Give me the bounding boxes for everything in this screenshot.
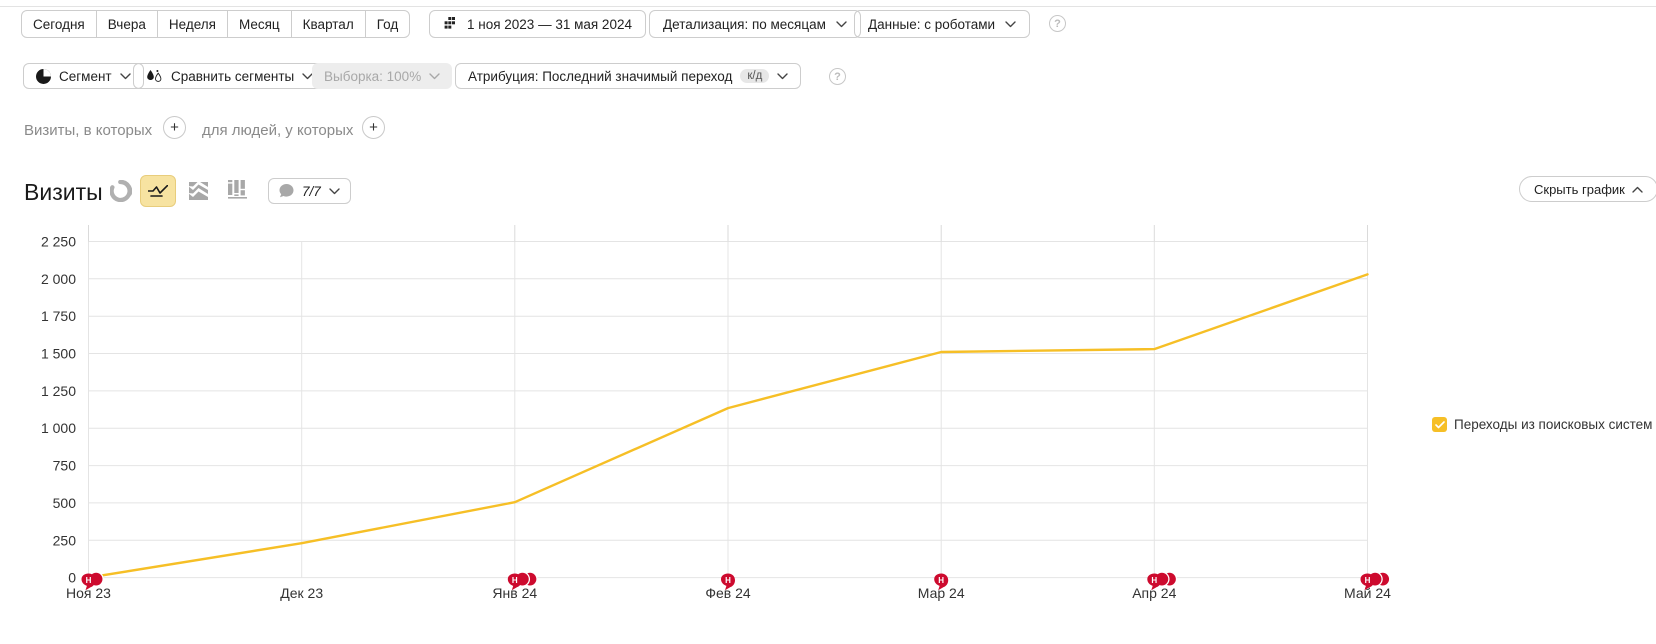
svg-text:2 250: 2 250 (41, 234, 76, 250)
svg-text:2 000: 2 000 (41, 271, 76, 287)
svg-text:1 000: 1 000 (41, 420, 76, 436)
svg-text:Дек 23: Дек 23 (280, 585, 323, 601)
svg-text:500: 500 (53, 495, 77, 511)
svg-text:1 250: 1 250 (41, 383, 76, 399)
svg-text:1 750: 1 750 (41, 308, 76, 324)
svg-text:750: 750 (53, 458, 77, 474)
svg-text:1 500: 1 500 (41, 346, 76, 362)
svg-text:250: 250 (53, 532, 77, 548)
svg-text:0: 0 (68, 570, 76, 586)
